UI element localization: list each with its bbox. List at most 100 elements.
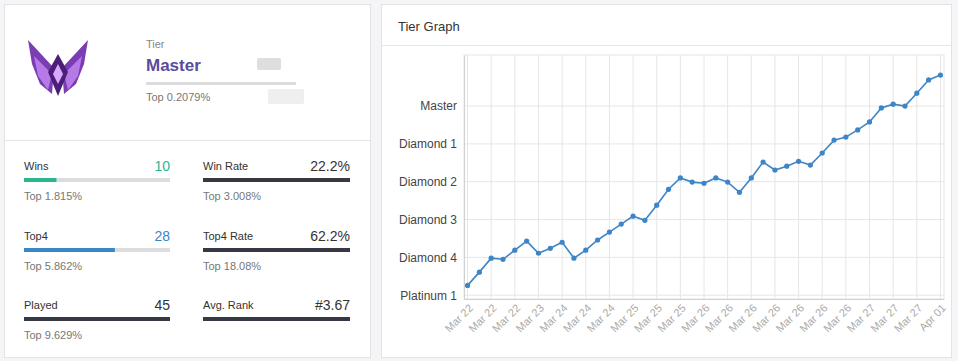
series-point [548, 246, 553, 251]
series-point [938, 72, 943, 77]
stat-label: Avg. Rank [203, 299, 254, 311]
emblem-wing [28, 40, 54, 94]
tier-name: Master [146, 56, 201, 75]
stat-label: Top4 Rate [203, 230, 253, 242]
grid [464, 55, 944, 299]
emblem-wing [62, 40, 88, 94]
y-tick-label: Diamond 2 [399, 175, 457, 189]
series-point [489, 256, 494, 261]
series-point [595, 237, 600, 242]
x-tick: Apr 01 [917, 299, 948, 333]
series-point [796, 159, 801, 164]
stat-percentile: Top 1.815% [24, 190, 82, 202]
stat: Avg. Rank#3.67 [203, 297, 350, 321]
plot-frame [464, 55, 944, 299]
tier-percentile: Top 0.2079% [146, 91, 210, 103]
series-point [477, 270, 482, 275]
series-point [512, 248, 517, 253]
x-grid-line [727, 55, 728, 299]
y-tick: Diamond 4 [399, 251, 464, 265]
card-divider [5, 140, 370, 141]
series-point [678, 175, 683, 180]
tier-heading: Tier [146, 38, 165, 50]
series-point [654, 203, 659, 208]
blurred-text [268, 89, 304, 104]
series-point [891, 102, 896, 107]
series-point [855, 127, 860, 132]
stat-value: 22.2% [310, 158, 350, 174]
series-point [666, 187, 671, 192]
stat-label: Win Rate [203, 160, 248, 172]
series-point [524, 239, 529, 244]
stat-bar-fill [203, 248, 350, 252]
series-point [725, 180, 730, 185]
y-tick: Diamond 2 [399, 175, 464, 189]
stat-bar-track [203, 178, 350, 182]
y-tick: Platinum 1 [400, 289, 464, 303]
x-grid-line [538, 55, 539, 299]
series-point [583, 248, 588, 253]
stat-label: Wins [24, 160, 49, 172]
series-point [749, 175, 754, 180]
series-point [784, 164, 789, 169]
x-grid-line [798, 55, 799, 299]
y-tick-label: Diamond 1 [399, 137, 457, 151]
y-axis: Platinum 1 Diamond 4 Diamond 3 Diamond 2 Dia… [399, 56, 465, 303]
stat-percentile: Top 9.629% [24, 329, 82, 341]
stat-bar-track [203, 248, 350, 252]
stat: Wins 10 Top 1.815% [24, 158, 170, 202]
stat-value: 10 [154, 158, 170, 174]
blurred-text [257, 58, 281, 70]
x-grid-line [514, 55, 515, 299]
tier-emblem [28, 40, 88, 96]
page: TierMasterTop 0.2079%Wins10Top 1.815%Win… [0, 0, 958, 361]
stat-value: 45 [154, 297, 170, 313]
series-line [468, 75, 941, 285]
series-point [737, 190, 742, 195]
y-axis-line [464, 56, 465, 300]
x-grid-line [869, 55, 870, 299]
stat-bar-track [203, 317, 350, 321]
stat-bar-track [24, 248, 170, 252]
series-point [465, 283, 470, 288]
card-background [382, 5, 952, 358]
series-point [914, 91, 919, 96]
series-point [607, 229, 612, 234]
series-point [642, 218, 647, 223]
series-point [843, 134, 848, 139]
stat-label: Played [24, 299, 58, 311]
stat-value: 62.2% [310, 228, 350, 244]
x-grid-line [774, 55, 775, 299]
series-point [808, 162, 813, 167]
card-divider [382, 45, 951, 46]
series-point [926, 77, 931, 82]
stat: Win Rate 22.2% Top 3.008% [203, 158, 350, 202]
emblem-gem [53, 64, 63, 84]
x-tick-label: Mar 27 [892, 302, 925, 335]
stat-bar-fill [203, 317, 350, 321]
series-point [571, 256, 576, 261]
chart-title: Tier Graph [398, 19, 460, 34]
y-tick: Diamond 1 [399, 137, 464, 151]
stat-bar-fill [203, 178, 350, 182]
x-grid-line [822, 55, 823, 299]
series-point [867, 119, 872, 124]
chart-card: Tier Graph Platinum 1 Diamond 4 Diamond 3 Di… [382, 5, 952, 358]
y-tick: Master [420, 99, 464, 113]
stat-percentile: Top 3.008% [203, 190, 261, 202]
x-tick-label: Apr 01 [917, 302, 948, 333]
series-point [690, 180, 695, 185]
series-point [536, 251, 541, 256]
series-point [879, 105, 884, 110]
y-tick: Diamond 3 [399, 213, 464, 227]
series-point [713, 175, 718, 180]
emblem-core [48, 54, 68, 96]
series-point [701, 181, 706, 186]
stat-bar-track [24, 178, 170, 182]
y-tick-label: Diamond 4 [399, 251, 457, 265]
x-grid-line [562, 55, 563, 299]
stat-bar-fill [24, 178, 56, 182]
x-grid-line [633, 55, 634, 299]
series-point [560, 240, 565, 245]
series-point [820, 150, 825, 155]
